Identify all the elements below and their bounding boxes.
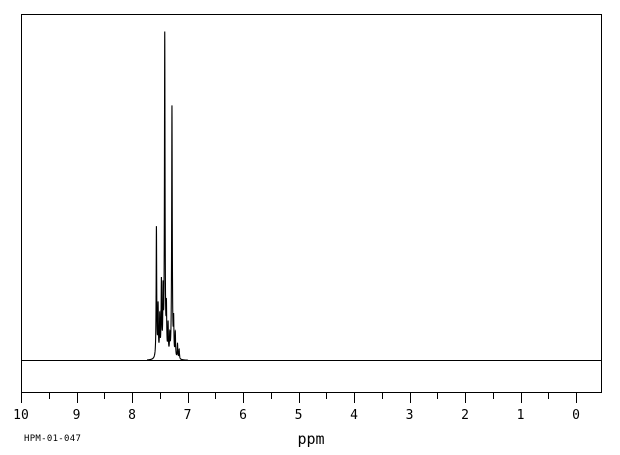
axis-tick-label: 3 — [406, 408, 414, 423]
axis-tick-label: 10 — [13, 408, 29, 423]
sample-id-label: HPM-01-047 — [24, 434, 81, 444]
axis-tick-label: 2 — [461, 408, 469, 423]
axis-tick-labels: 10 9 8 7 6 5 4 3 2 1 0 — [13, 408, 580, 423]
axis-tick-label: 4 — [350, 408, 358, 423]
axis-tick-label: 0 — [572, 408, 580, 423]
axis-tick-label: 9 — [73, 408, 81, 423]
axis-tick-label: 6 — [239, 408, 247, 423]
axis-tick-marks — [21, 393, 577, 403]
axis-tick-label: 1 — [517, 408, 525, 423]
spectrum-trace — [22, 31, 601, 362]
plot-frame — [21, 14, 602, 393]
axis-tick-label: 8 — [128, 408, 136, 423]
x-axis-title: ppm — [297, 430, 324, 448]
axis-tick-label: 7 — [184, 408, 192, 423]
axis-tick-label: 5 — [295, 408, 303, 423]
